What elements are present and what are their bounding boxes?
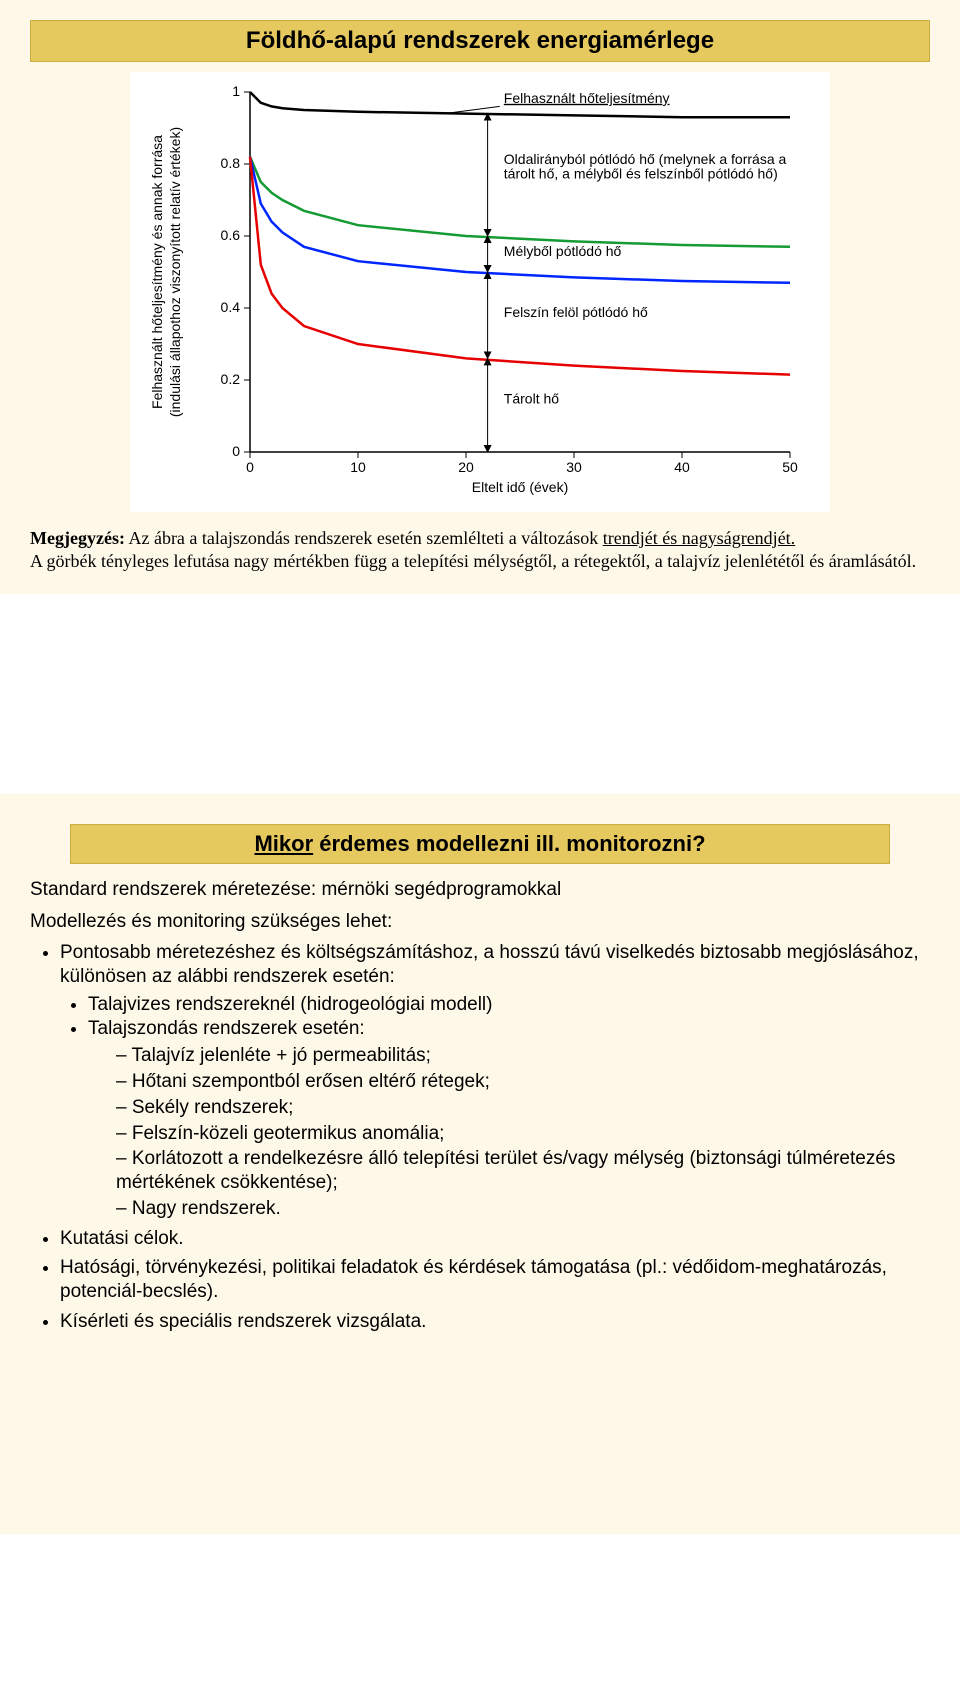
svg-text:30: 30 [566, 459, 582, 475]
d6: Nagy rendszerek. [116, 1197, 930, 1221]
slide2-body: Standard rendszerek méretezése: mérnöki … [30, 878, 930, 1334]
slide1-title: Földhő-alapú rendszerek energiamérlege [30, 20, 930, 62]
d5: Korlátozott a rendelkezésre álló telepít… [116, 1147, 930, 1195]
svg-text:Felhasznált hőteljesítmény és: Felhasznált hőteljesítmény és annak forr… [149, 135, 165, 409]
svg-text:0.8: 0.8 [221, 155, 241, 171]
slide-energy-balance: Földhő-alapú rendszerek energiamérlege 0… [0, 0, 960, 594]
note-l1a: Az ábra a talajszondás rendszerek esetén… [125, 528, 603, 548]
energy-chart: 0 10 20 30 40 50 0 0.2 0.4 0.6 0.8 1 Eltelt idő (éve… [130, 72, 830, 512]
li-authority: Hatósági, törvénykezési, politikai felad… [60, 1256, 930, 1304]
slide2-p2: Modellezés és monitoring szükséges lehet… [30, 910, 930, 934]
svg-text:40: 40 [674, 459, 690, 475]
li-sizing-text: Pontosabb méretezéshez és költségszámítá… [60, 942, 919, 987]
note-l1u: trendjét és nagyságrendjét. [603, 528, 795, 548]
li-sizing-sub: Talajvizes rendszereknél (hidrogeológiai… [88, 993, 930, 1221]
slide2-main-list: Pontosabb méretezéshez és költségszámítá… [60, 941, 930, 1333]
chart-wrap: 0 10 20 30 40 50 0 0.2 0.4 0.6 0.8 1 Eltelt idő (éve… [30, 72, 930, 517]
svg-text:0.2: 0.2 [221, 371, 241, 387]
li-experimental: Kísérleti és speciális rendszerek vizsgá… [60, 1310, 930, 1334]
li-sizing: Pontosabb méretezéshez és költségszámítá… [60, 941, 930, 1220]
svg-text:20: 20 [458, 459, 474, 475]
svg-text:0: 0 [246, 459, 254, 475]
slide2-p1: Standard rendszerek méretezése: mérnöki … [30, 878, 930, 902]
svg-text:Felszín felöl pótlódó hő: Felszín felöl pótlódó hő [504, 304, 648, 320]
svg-text:1: 1 [232, 83, 240, 99]
li-borehole: Talajszondás rendszerek esetén: Talajvíz… [88, 1017, 930, 1221]
li-borehole-text: Talajszondás rendszerek esetén: [88, 1018, 365, 1039]
svg-text:tárolt hő, a mélyből és felszí: tárolt hő, a mélyből és felszínből pótló… [504, 165, 778, 181]
slide2-title-rest: érdemes modellezni ill. monitorozni? [313, 831, 705, 856]
svg-text:10: 10 [350, 459, 366, 475]
note-l2: A görbék tényleges lefutása nagy mértékb… [30, 550, 930, 573]
slide1-note: Megjegyzés: Az ábra a talajszondás rends… [30, 527, 930, 574]
svg-text:50: 50 [782, 459, 798, 475]
svg-text:Tárolt hő: Tárolt hő [504, 391, 559, 407]
d4: Felszín-közeli geotermikus anomália; [116, 1122, 930, 1146]
slide2-title: Mikor érdemes modellezni ill. monitorozn… [70, 824, 890, 864]
li-borehole-dash: Talajvíz jelenléte + jó permeabilitás; H… [116, 1044, 930, 1220]
svg-text:0.4: 0.4 [221, 299, 241, 315]
d1: Talajvíz jelenléte + jó permeabilitás; [116, 1044, 930, 1068]
slide2-title-pre: Mikor [254, 831, 313, 856]
svg-text:Eltelt idő (évek): Eltelt idő (évek) [472, 479, 568, 495]
svg-text:Mélyből pótlódó hő: Mélyből pótlódó hő [504, 243, 622, 259]
svg-text:(indulási állapothoz viszonyít: (indulási állapothoz viszonyított relatí… [167, 127, 183, 417]
li-groundwater: Talajvizes rendszereknél (hidrogeológiai… [88, 993, 930, 1017]
svg-text:0: 0 [232, 443, 240, 459]
note-bold: Megjegyzés: [30, 528, 125, 548]
svg-text:Felhasznált hőteljesítmény: Felhasznált hőteljesítmény [504, 90, 670, 106]
svg-text:0.6: 0.6 [221, 227, 241, 243]
d2: Hőtani szempontból erősen eltérő rétegek… [116, 1070, 930, 1094]
slide-when-model: Mikor érdemes modellezni ill. monitorozn… [0, 794, 960, 1534]
li-research: Kutatási célok. [60, 1227, 930, 1251]
d3: Sekély rendszerek; [116, 1096, 930, 1120]
